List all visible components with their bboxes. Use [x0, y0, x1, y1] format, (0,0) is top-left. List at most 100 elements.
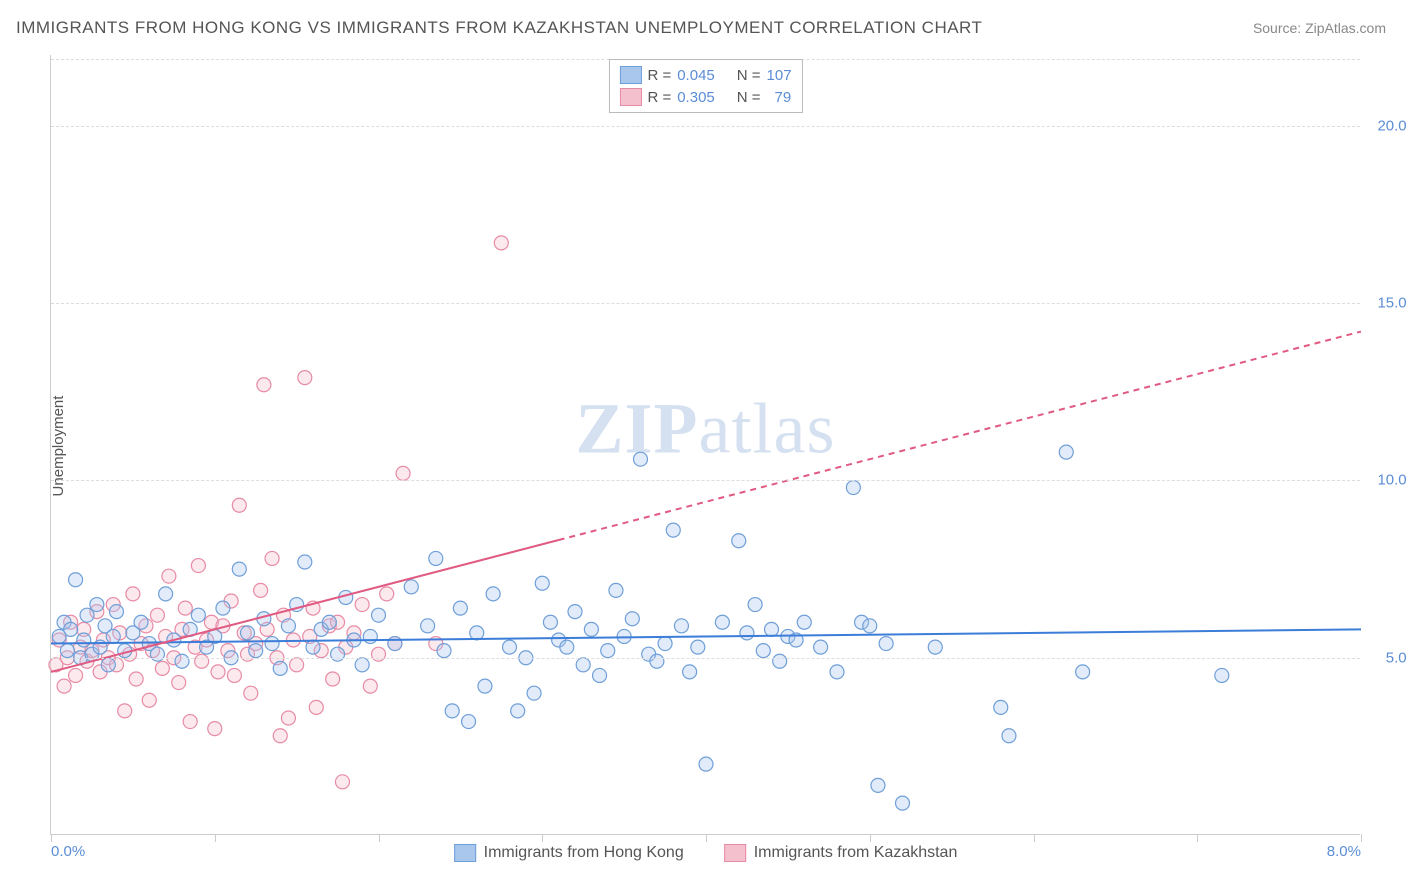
data-point: [494, 236, 508, 250]
y-tick-label: 15.0%: [1377, 295, 1406, 312]
data-point: [372, 647, 386, 661]
x-tick: [706, 834, 707, 842]
data-point: [265, 551, 279, 565]
data-point: [265, 637, 279, 651]
data-point: [740, 626, 754, 640]
data-point: [142, 693, 156, 707]
trend-line-extrapolated: [559, 332, 1361, 540]
data-point: [674, 619, 688, 633]
x-tick: [542, 834, 543, 842]
legend-label-hongkong: Immigrants from Hong Kong: [484, 844, 684, 862]
swatch-kazakhstan: [619, 88, 641, 106]
data-point: [208, 722, 222, 736]
x-tick: [379, 834, 380, 842]
x-tick-label-right: 8.0%: [1327, 843, 1361, 860]
data-point: [593, 668, 607, 682]
data-point: [765, 622, 779, 636]
data-point: [404, 580, 418, 594]
chart-svg: [51, 55, 1360, 834]
gridline: [51, 126, 1360, 127]
data-point: [830, 665, 844, 679]
data-point: [560, 640, 574, 654]
data-point: [625, 612, 639, 626]
gridline: [51, 480, 1360, 481]
data-point: [355, 598, 369, 612]
data-point: [470, 626, 484, 640]
data-point: [126, 587, 140, 601]
data-point: [172, 676, 186, 690]
data-point: [871, 778, 885, 792]
data-point: [227, 668, 241, 682]
data-point: [756, 644, 770, 658]
data-point: [64, 622, 78, 636]
data-point: [244, 686, 258, 700]
data-point: [69, 668, 83, 682]
data-point: [388, 637, 402, 651]
data-point: [503, 640, 517, 654]
data-point: [322, 615, 336, 629]
data-point: [363, 629, 377, 643]
data-point: [216, 601, 230, 615]
data-point: [683, 665, 697, 679]
data-point: [241, 626, 255, 640]
legend-item-hongkong: Immigrants from Hong Kong: [454, 844, 684, 862]
plot-area: ZIPatlas R = 0.045 N = 107 R = 0.305 N =…: [50, 55, 1360, 835]
data-point: [257, 378, 271, 392]
data-point: [372, 608, 386, 622]
data-point: [543, 615, 557, 629]
data-point: [195, 654, 209, 668]
data-point: [1059, 445, 1073, 459]
x-tick: [1361, 834, 1362, 842]
swatch-kazakhstan-bottom: [724, 844, 746, 862]
data-point: [159, 587, 173, 601]
y-tick-label: 10.0%: [1377, 472, 1406, 489]
data-point: [421, 619, 435, 633]
data-point: [191, 559, 205, 573]
data-point: [232, 498, 246, 512]
data-point: [396, 466, 410, 480]
x-tick: [51, 834, 52, 842]
data-point: [254, 583, 268, 597]
data-point: [290, 658, 304, 672]
data-point: [69, 573, 83, 587]
data-point: [634, 452, 648, 466]
data-point: [699, 757, 713, 771]
data-point: [666, 523, 680, 537]
data-point: [1215, 668, 1229, 682]
x-tick: [1197, 834, 1198, 842]
x-tick: [215, 834, 216, 842]
data-point: [191, 608, 205, 622]
data-point: [150, 647, 164, 661]
data-point: [363, 679, 377, 693]
x-tick: [1034, 834, 1035, 842]
swatch-hongkong: [619, 66, 641, 84]
data-point: [462, 715, 476, 729]
data-point: [609, 583, 623, 597]
swatch-hongkong-bottom: [454, 844, 476, 862]
data-point: [155, 661, 169, 675]
data-point: [232, 562, 246, 576]
legend-series: Immigrants from Hong Kong Immigrants fro…: [454, 844, 958, 862]
data-point: [298, 555, 312, 569]
y-tick-label: 20.0%: [1377, 117, 1406, 134]
data-point: [601, 644, 615, 658]
data-point: [77, 633, 91, 647]
legend-item-kazakhstan: Immigrants from Kazakhstan: [724, 844, 958, 862]
data-point: [994, 700, 1008, 714]
data-point: [110, 605, 124, 619]
legend-row-hongkong: R = 0.045 N = 107: [619, 64, 791, 86]
data-point: [568, 605, 582, 619]
data-point: [797, 615, 811, 629]
data-point: [846, 481, 860, 495]
x-tick: [870, 834, 871, 842]
data-point: [101, 658, 115, 672]
data-point: [335, 775, 349, 789]
data-point: [380, 587, 394, 601]
data-point: [445, 704, 459, 718]
data-point: [691, 640, 705, 654]
data-point: [306, 640, 320, 654]
data-point: [60, 644, 74, 658]
data-point: [576, 658, 590, 672]
data-point: [281, 619, 295, 633]
data-point: [715, 615, 729, 629]
